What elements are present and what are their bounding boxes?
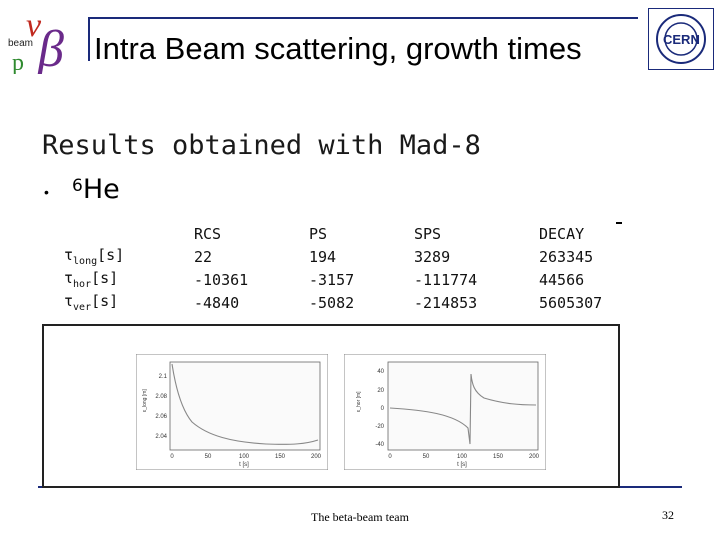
title-rule	[88, 17, 638, 19]
x-tick-label: 0	[388, 454, 392, 460]
title-bar	[88, 17, 90, 61]
x-axis-label: t [s]	[457, 462, 467, 468]
svg-text:ν: ν	[26, 7, 42, 44]
table-header-cell: RCS	[194, 224, 222, 243]
subtitle: Results obtained with Mad-8	[42, 130, 481, 161]
table-cell: 194	[309, 247, 337, 266]
x-tick-label: 150	[493, 454, 504, 460]
y-tick-label: 2.1	[159, 374, 168, 380]
svg-text:p: p	[12, 50, 24, 74]
table-header-row: RCS PS SPS DECAY	[64, 222, 629, 245]
page-number: 32	[662, 508, 674, 522]
y-tick-label: -40	[375, 442, 384, 448]
logo-beam-text: beam	[8, 38, 33, 49]
table-cell: -214853	[414, 293, 478, 312]
table-row: τhor[s] -10361 -3157 -111774 44566	[64, 268, 629, 291]
row-label: τhor[s]	[64, 269, 119, 290]
footer-rule-left	[38, 486, 42, 488]
emittance-long-curve	[171, 363, 319, 445]
table-cell: -10361	[194, 270, 249, 289]
row-label: τlong[s]	[64, 246, 125, 267]
row-label: τver[s]	[64, 292, 119, 313]
y-tick-label: -20	[375, 424, 384, 430]
table-cell: 22	[194, 247, 213, 266]
x-tick-label: 50	[423, 454, 430, 460]
emittance-hor-curve	[389, 373, 537, 445]
x-tick-label: 100	[457, 454, 468, 460]
x-tick-label: 0	[170, 454, 174, 460]
growth-times-table: RCS PS SPS DECAY τlong[s] 22 194 3289 26…	[64, 222, 629, 314]
table-row: τver[s] -4840 -5082 -214853 5605307	[64, 291, 629, 314]
table-cell: -5082	[309, 293, 355, 312]
svg-text:β: β	[37, 21, 64, 74]
table-row: τlong[s] 22 194 3289 263345	[64, 245, 629, 268]
x-tick-label: 200	[529, 454, 540, 460]
table-header-cell: DECAY	[539, 224, 585, 243]
element-symbol: He	[82, 174, 120, 205]
emittance-long-plot: ε_long [m] 2.1 2.08 2.06 2.04 0 50 100 1…	[136, 354, 328, 470]
slide-title: Intra Beam scattering, growth times	[94, 31, 582, 66]
x-tick-label: 50	[205, 454, 212, 460]
bullet-marker: •	[44, 184, 49, 200]
emittance-hor-plot: ε_hor [m] 40 20 0 -20 -40 0 50 100 150 2…	[344, 354, 546, 470]
x-axis-label: t [s]	[239, 462, 249, 468]
table-header-cell	[64, 222, 194, 245]
table-cell: 5605307	[539, 293, 603, 312]
table-header-cell: PS	[309, 224, 328, 243]
y-axis-label: ε_hor [m]	[356, 391, 362, 412]
y-tick-label: 2.08	[155, 394, 167, 400]
table-cell: -4840	[194, 293, 240, 312]
mass-number: 6	[72, 176, 83, 196]
table-cell: -111774	[414, 270, 478, 289]
x-tick-label: 100	[239, 454, 250, 460]
table-cell: 263345	[539, 247, 594, 266]
table-cell: 3289	[414, 247, 451, 266]
x-tick-label: 150	[275, 454, 286, 460]
y-tick-label: 0	[381, 406, 385, 412]
table-cell: -3157	[309, 270, 355, 289]
footer-text: The beta-beam team	[311, 510, 409, 524]
y-tick-label: 20	[377, 388, 384, 394]
svg-text:CERN: CERN	[663, 32, 700, 47]
y-axis-label: ε_long [m]	[142, 389, 148, 412]
cern-logo: CERN	[648, 8, 714, 70]
x-tick-label: 200	[311, 454, 322, 460]
footer-rule-right	[620, 486, 682, 488]
table-corner-mark	[616, 222, 622, 224]
y-tick-label: 2.06	[155, 414, 167, 420]
y-tick-label: 2.04	[155, 434, 167, 440]
table-cell: 44566	[539, 270, 585, 289]
bullet-isotope: 6He	[72, 174, 120, 205]
y-tick-label: 40	[377, 369, 384, 375]
table-header-cell: SPS	[414, 224, 442, 243]
beta-beam-logo: ν β beam p	[8, 7, 64, 74]
